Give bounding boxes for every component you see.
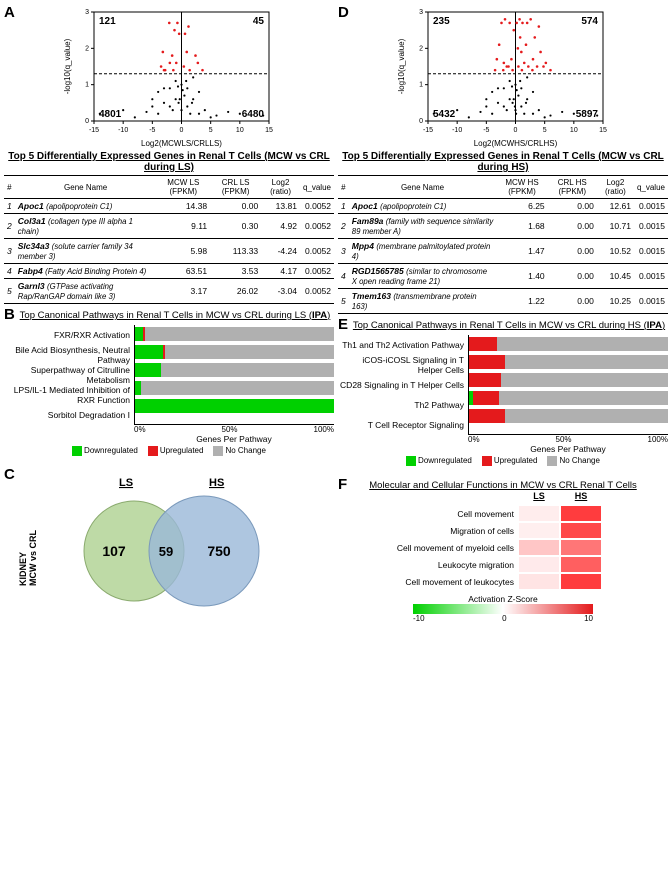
panel-b: B Top Canonical Pathways in Renal T Cell… (4, 306, 334, 456)
svg-text:-5: -5 (149, 127, 155, 134)
svg-text:-log10(q_value): -log10(q_value) (397, 38, 406, 94)
barchart-b-title: Top Canonical Pathways in Renal T Cells … (16, 310, 334, 321)
svg-text:2: 2 (85, 45, 89, 52)
panel-a: A -15-10-505101501231214548016480-log10(… (4, 4, 334, 304)
svg-text:750: 750 (207, 543, 231, 559)
svg-text:1: 1 (85, 82, 89, 89)
panel-d: D -15-10-5051015012323557454325897-log10… (338, 4, 668, 314)
volcano-plot-d: -15 -10 -5 0 5 10 15 0 1 2 3 235 574 5432 5897 -log10(q… (393, 4, 613, 149)
svg-text:45: 45 (253, 16, 265, 27)
svg-text:59: 59 (159, 544, 173, 559)
svg-text:3: 3 (419, 9, 423, 16)
venn-side-label: KIDNEY MCW vs CRL (18, 530, 38, 586)
barchart-e-title: Top Canonical Pathways in Renal T Cells … (350, 320, 668, 331)
svg-text:Log2(MCWLS/CRLLS): Log2(MCWLS/CRLLS) (141, 139, 222, 148)
panel-b-label: B (4, 306, 15, 323)
svg-text:107: 107 (102, 543, 126, 559)
svg-text:574: 574 (581, 16, 598, 27)
volcano-plot-a: -15 -10 -5 0 5 10 15 0 1 2 3 121 45 4801 6480 -log10(q_… (59, 4, 279, 149)
svg-text:3: 3 (85, 9, 89, 16)
svg-text:121: 121 (99, 16, 116, 27)
svg-text:-5: -5 (483, 127, 489, 134)
svg-text:0: 0 (85, 118, 89, 125)
svg-text:-15: -15 (423, 127, 433, 134)
svg-text:-15: -15 (89, 127, 99, 134)
svg-text:0: 0 (419, 118, 423, 125)
svg-text:0: 0 (180, 127, 184, 134)
venn-diagram: LS HS 107 59 750 (34, 466, 314, 616)
svg-text:10: 10 (236, 127, 244, 134)
svg-text:HS: HS (209, 477, 224, 489)
svg-text:4801: 4801 (99, 109, 122, 120)
svg-text:15: 15 (599, 127, 607, 134)
panel-c: C KIDNEY MCW vs CRL LS HS 107 59 750 (4, 466, 334, 616)
svg-text:5432: 5432 (433, 109, 456, 120)
svg-text:-10: -10 (452, 127, 462, 134)
heatmap-title: Molecular and Cellular Functions in MCW … (338, 480, 668, 491)
svg-text:6480: 6480 (242, 109, 265, 120)
svg-text:-log10(q_value): -log10(q_value) (63, 38, 72, 94)
deg-table-a: #Gene NameMCW LS (FPKM)CRL LS (FPKM)Log2… (4, 175, 334, 304)
svg-text:LS: LS (119, 477, 133, 489)
svg-text:Log2(MCWHS/CRLHS): Log2(MCWHS/CRLHS) (474, 139, 558, 148)
deg-table-d: #Gene NameMCW HS (FPKM)CRL HS (FPKM)Log2… (338, 175, 668, 314)
panel-e-label: E (338, 316, 348, 333)
svg-text:1: 1 (419, 82, 423, 89)
panel-e: E Top Canonical Pathways in Renal T Cell… (338, 316, 668, 466)
svg-text:5897: 5897 (576, 109, 599, 120)
colorbar-gradient (413, 604, 593, 614)
table-d-title: Top 5 Differentially Expressed Genes in … (338, 151, 668, 173)
svg-text:5: 5 (543, 127, 547, 134)
svg-text:5: 5 (209, 127, 213, 134)
svg-text:2: 2 (419, 45, 423, 52)
svg-text:0: 0 (514, 127, 518, 134)
svg-text:235: 235 (433, 16, 450, 27)
svg-text:15: 15 (265, 127, 273, 134)
table-a-title: Top 5 Differentially Expressed Genes in … (4, 151, 334, 173)
svg-text:-10: -10 (118, 127, 128, 134)
colorbar-label: Activation Z-Score (338, 594, 668, 604)
svg-text:10: 10 (570, 127, 578, 134)
panel-f-label: F (338, 476, 347, 493)
panel-f: F Molecular and Cellular Functions in MC… (338, 476, 668, 623)
